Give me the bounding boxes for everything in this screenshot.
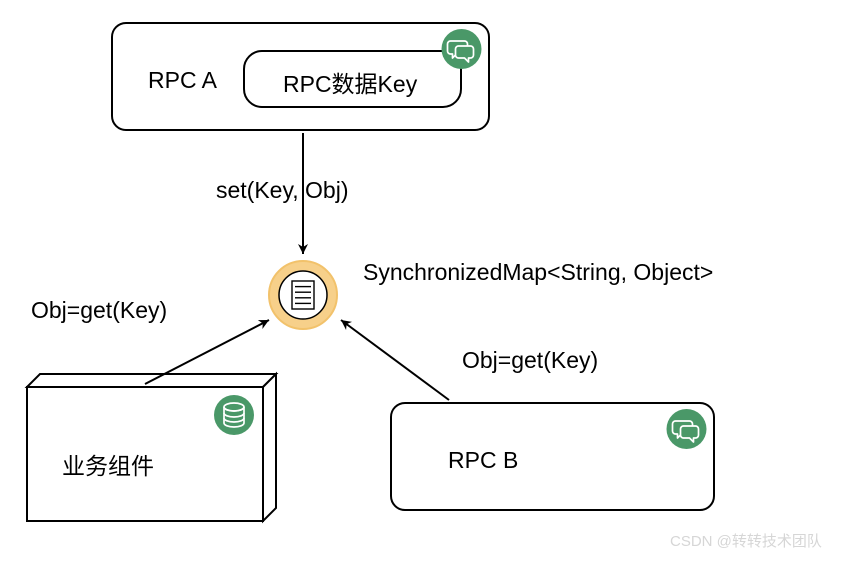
component-side-face	[263, 374, 276, 521]
watermark-text: CSDN @转转技术团队	[670, 530, 822, 551]
component-badge	[214, 395, 254, 435]
component-label: 业务组件	[62, 447, 154, 481]
edge-label-get-1: Obj=get(Key)	[31, 297, 167, 324]
edge-label-set: set(Key, Obj)	[216, 177, 349, 204]
rpc-a-badge	[442, 29, 482, 69]
rpc-b-label: RPC B	[448, 447, 518, 474]
map-node	[269, 261, 337, 329]
map-type-label: SynchronizedMap<String, Object>	[363, 259, 713, 286]
rpc-b-box	[391, 403, 714, 510]
map-inner-circle	[279, 271, 327, 319]
arrow-get-rpc-b	[341, 320, 449, 400]
rpc-b-badge	[667, 409, 707, 449]
edge-label-get-2: Obj=get(Key)	[462, 347, 598, 374]
rpc-a-sub-label: RPC数据Key	[283, 65, 417, 99]
rpc-a-label: RPC A	[148, 67, 217, 94]
